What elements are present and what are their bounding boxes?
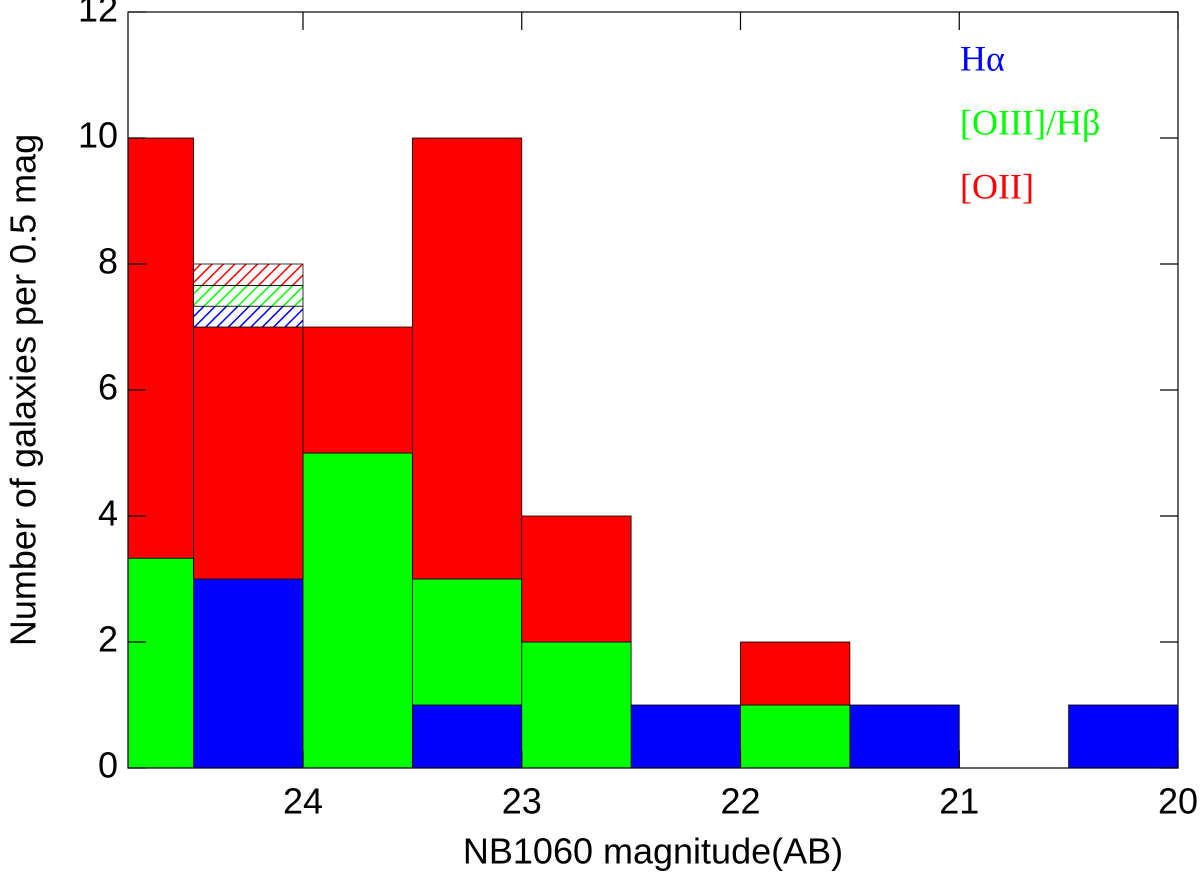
x-tick-label: 20: [1158, 781, 1198, 822]
x-tick-label: 23: [502, 781, 542, 822]
bar: [193, 285, 304, 307]
bar: [302, 452, 413, 769]
bar: [740, 641, 851, 706]
bar: [630, 704, 741, 769]
bar: [127, 137, 195, 559]
bar: [1068, 704, 1179, 769]
x-tick-label: 21: [939, 781, 979, 822]
bar: [411, 137, 523, 580]
bar: [193, 263, 304, 286]
bar: [193, 578, 304, 769]
bar: [193, 305, 304, 328]
bar: [411, 704, 523, 769]
bar: [193, 326, 304, 580]
legend-entry: [OII]: [960, 166, 1034, 206]
y-tick-label: 8: [98, 241, 118, 282]
y-tick-label: 10: [78, 115, 118, 156]
bar: [849, 704, 960, 769]
x-axis-label: NB1060 magnitude(AB): [463, 831, 843, 872]
y-axis-label: Number of galaxies per 0.5 mag: [3, 134, 44, 646]
bar: [521, 641, 632, 769]
bar: [127, 557, 195, 769]
bar: [740, 704, 851, 769]
y-tick-label: 2: [98, 619, 118, 660]
y-tick-label: 0: [98, 745, 118, 786]
legend-entry: Hα: [960, 38, 1005, 78]
y-tick-label: 6: [98, 367, 118, 408]
legend-entry: [OIII]/Hβ: [960, 102, 1100, 142]
y-tick-label: 12: [78, 0, 118, 30]
x-tick-label: 24: [283, 781, 323, 822]
bar: [411, 578, 523, 706]
x-tick-label: 22: [720, 781, 760, 822]
y-tick-label: 4: [98, 493, 118, 534]
bar: [302, 326, 413, 454]
bar: [521, 515, 632, 643]
